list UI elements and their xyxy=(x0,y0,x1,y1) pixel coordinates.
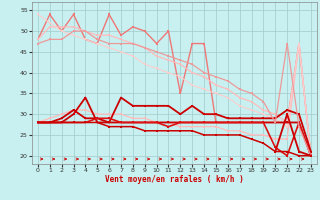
X-axis label: Vent moyen/en rafales ( km/h ): Vent moyen/en rafales ( km/h ) xyxy=(105,175,244,184)
